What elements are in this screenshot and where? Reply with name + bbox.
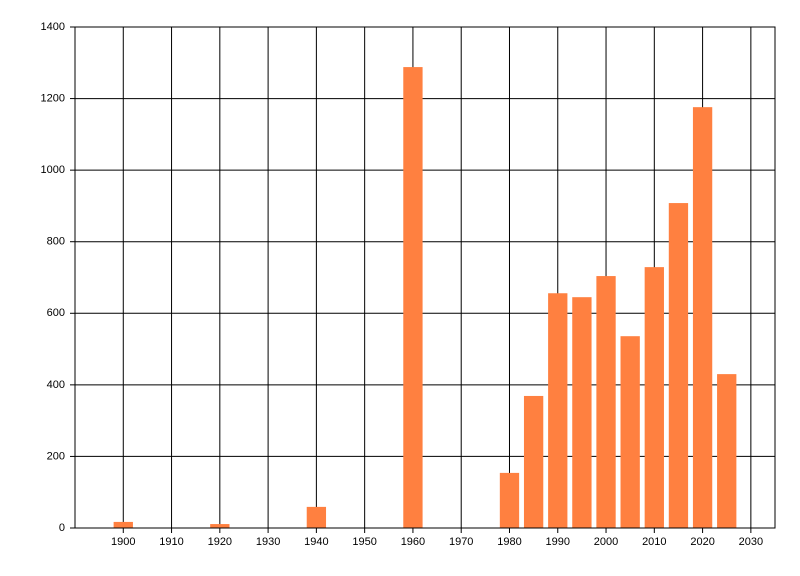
x-tick-label: 2010	[642, 536, 666, 548]
bar	[717, 374, 737, 528]
x-tick-label: 1900	[111, 536, 135, 548]
bar	[210, 524, 230, 528]
y-tick-label: 800	[47, 236, 65, 248]
x-tick-label: 2030	[739, 536, 763, 548]
x-tick-label: 2020	[690, 536, 714, 548]
x-tick-label: 1950	[352, 536, 376, 548]
bar	[523, 395, 544, 528]
x-tick-label: 1920	[208, 536, 232, 548]
bar	[644, 267, 664, 528]
y-tick-label: 200	[47, 450, 65, 462]
x-tick-label: 1960	[401, 536, 425, 548]
x-tick-label: 1910	[159, 536, 183, 548]
bar	[548, 293, 568, 528]
bar	[403, 67, 423, 528]
bar	[692, 107, 713, 528]
x-tick-label: 2000	[594, 536, 618, 548]
x-tick-label: 1990	[546, 536, 570, 548]
y-tick-label: 400	[47, 379, 65, 391]
x-tick-label: 1930	[256, 536, 280, 548]
bar	[596, 276, 616, 528]
bar	[572, 297, 592, 528]
x-tick-label: 1980	[497, 536, 521, 548]
bar	[306, 506, 327, 528]
y-tick-label: 1200	[41, 92, 65, 104]
bar	[113, 521, 133, 528]
bar	[620, 336, 640, 528]
y-tick-label: 0	[59, 522, 65, 534]
bar	[499, 472, 520, 528]
y-tick-label: 1400	[41, 21, 65, 33]
x-tick-label: 1940	[304, 536, 328, 548]
y-tick-label: 600	[47, 307, 65, 319]
bar	[668, 203, 689, 528]
y-tick-label: 1000	[41, 164, 65, 176]
x-tick-label: 1970	[449, 536, 473, 548]
